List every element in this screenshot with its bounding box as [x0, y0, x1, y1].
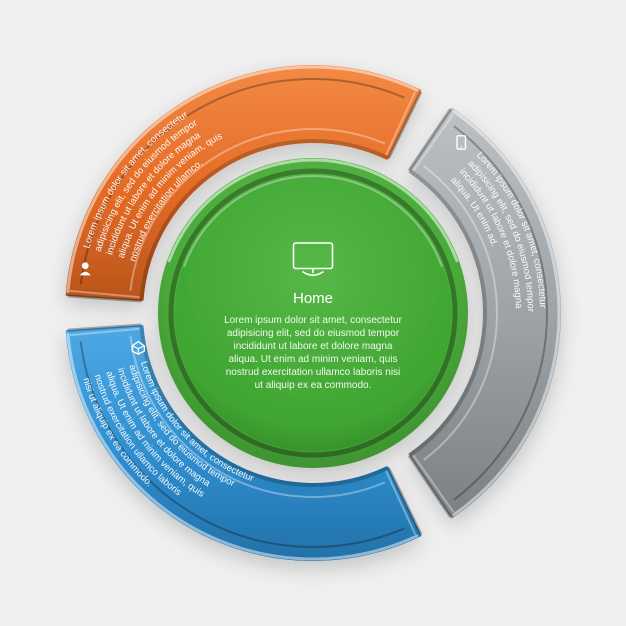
- center-body-line: adipisicing elit, sed do eiusmod tempor: [227, 328, 400, 339]
- center-body-line: incididunt ut labore et dolore magna: [234, 341, 393, 352]
- center-title: Home: [293, 290, 333, 307]
- center-body-line: aliqua. Ut enim ad minim veniam, quis: [229, 354, 398, 365]
- center-body-line: Lorem ipsum dolor sit amet, consectetur: [224, 315, 403, 326]
- infographic-donut: Lorem ipsum dolor sit amet, consectetur a…: [0, 0, 626, 626]
- center-hub: Home Lorem ipsum dolor sit amet, consecte…: [158, 158, 468, 468]
- center-body-line: nostrud exercitation ullamco laboris nis…: [226, 367, 401, 378]
- center-body-line: ut aliquip ex ea commodo.: [255, 380, 372, 391]
